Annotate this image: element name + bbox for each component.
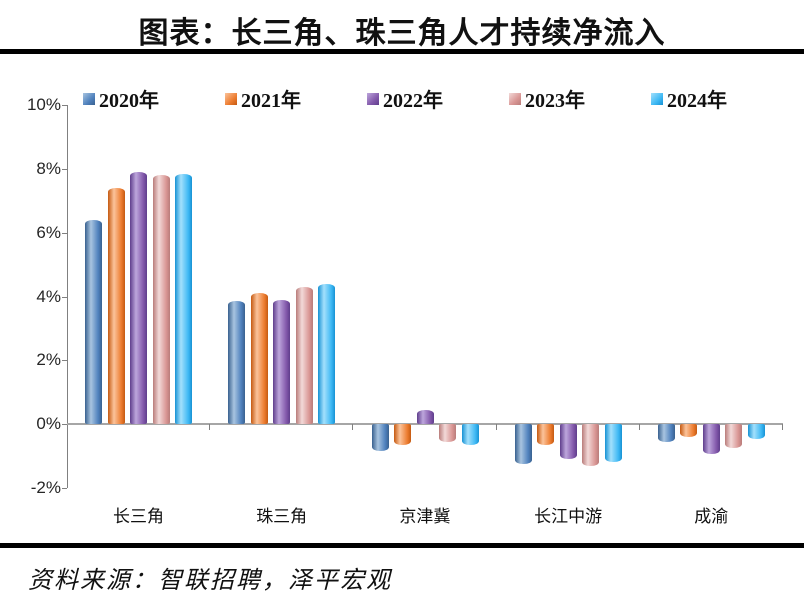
legend-label: 2021年 [241,90,301,112]
legend-swatch-icon [225,92,237,105]
x-axis-tick [782,424,783,431]
bar-成渝-2024年 [747,424,765,439]
x-category-label: 长江中游 [534,507,603,526]
x-category-label: 成渝 [694,507,729,526]
y-axis-tick [62,360,67,362]
bar-长三角-2022年 [130,172,148,425]
y-axis-tick [62,488,67,489]
legend-item: 2024年 [651,84,727,113]
x-category-label: 珠三角 [256,507,308,526]
source-note: 资料来源：智联招聘，泽平宏观 [28,568,392,594]
x-axis-tick [495,424,497,431]
legend-swatch-icon [367,92,379,105]
bar-成渝-2021年 [680,424,698,437]
bar-长三角-2021年 [107,187,125,425]
y-axis-tick [62,232,67,234]
y-tick-label: 0% [36,414,61,434]
bar-长三角-2024年 [175,173,193,425]
y-tick-label: 6% [36,222,61,242]
footer-divider-rule [0,543,804,548]
legend-swatch-icon [509,92,521,105]
legend-item: 2022年 [367,84,443,113]
y-tick-label: 10% [26,95,61,114]
bar-长三角-2023年 [152,175,170,425]
bar-京津冀-2022年 [416,409,434,425]
legend-label: 2022年 [383,90,443,112]
bar-长江中游-2020年 [514,424,532,465]
bar-长江中游-2023年 [582,424,600,466]
legend-label: 2020年 [99,90,159,112]
x-axis-tick [638,424,640,431]
x-category-label: 长三角 [113,507,164,526]
y-axis-line [67,105,68,488]
y-axis-tick [62,296,67,298]
legend-swatch-icon [83,92,95,105]
legend-item: 2023年 [509,84,585,113]
y-axis-tick [62,105,67,106]
y-tick-label: 4% [36,286,61,306]
legend-item: 2020年 [83,84,159,113]
x-axis-tick [352,424,354,431]
bar-珠三角-2023年 [295,286,313,425]
bar-珠三角-2024年 [318,283,336,425]
bar-长江中游-2024年 [604,424,622,463]
y-tick-label: -2% [30,478,61,497]
bar-京津冀-2023年 [439,424,456,442]
y-axis-tick [62,168,67,170]
legend-item: 2021年 [225,84,301,113]
bar-成渝-2022年 [702,424,720,455]
bar-珠三角-2021年 [250,293,268,425]
bar-成渝-2023年 [725,424,743,449]
bar-长江中游-2021年 [537,424,555,445]
bar-长三角-2020年 [85,219,103,425]
bar-长江中游-2022年 [559,424,577,460]
zero-axis-line [67,423,783,426]
bar-京津冀-2020年 [371,424,389,452]
bar-成渝-2020年 [657,424,675,442]
bar-珠三角-2020年 [228,301,246,425]
legend-label: 2023年 [525,90,585,112]
plot-area: 10% 8% 6% 4% 2% 0% -2% 长三角 珠三角 京津冀 长江中游 成渝 [27,95,783,526]
legend-swatch-icon [651,92,663,105]
y-axis-tick [62,424,67,426]
bar-京津冀-2021年 [394,424,411,445]
title-divider-rule [0,49,804,54]
y-tick-label: 8% [36,158,61,178]
legend-label: 2024年 [667,90,727,112]
chart-title: 图表：长三角、珠三角人才持续净流入 [138,17,666,50]
x-category-label: 京津冀 [399,507,451,526]
bar-京津冀-2024年 [461,424,479,445]
y-tick-label: 2% [36,350,61,370]
x-axis-tick [209,424,211,431]
bar-珠三角-2022年 [273,299,291,425]
